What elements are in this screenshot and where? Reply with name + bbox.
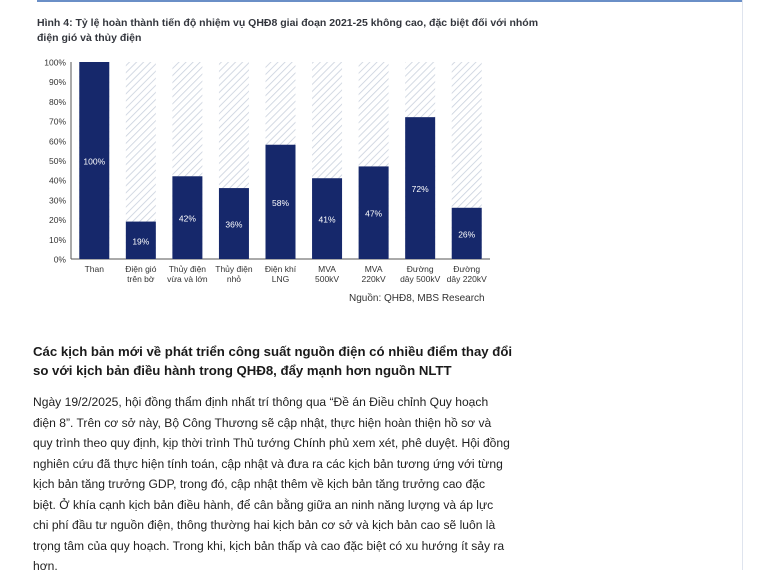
bar [172,176,203,259]
data-label: 47% [365,209,382,219]
y-tick-label: 0% [54,255,67,265]
x-tick-label: Đường [453,264,480,274]
y-tick-label: 90% [49,77,66,87]
x-tick-label: nhỏ [227,274,241,284]
y-tick-label: 10% [49,235,66,245]
data-label: 41% [319,215,336,225]
x-tick-label: dây 500kV [400,274,440,284]
x-tick-label: Thủy điện [169,264,207,274]
body-paragraph: Ngày 19/2/2025, hội đồng thẩm định nhất … [33,395,510,573]
figure-caption: Hình 4: Tỷ lệ hoàn thành tiến độ nhiệm v… [37,17,539,44]
x-tick-label: vừa và lớn [167,274,208,284]
x-tick-label: Thủy điện [215,264,253,274]
data-label: 100% [83,157,105,167]
page-edge-line [742,0,743,570]
bar [265,144,296,259]
bar [218,188,249,259]
data-label: 72% [412,184,429,194]
y-tick-label: 30% [49,195,66,205]
section-heading: Các kịch bản mới về phát triển công suất… [33,344,513,378]
y-tick-label: 100% [44,58,66,68]
x-tick-label: 220kV [362,274,386,284]
x-tick-label: LNG [272,274,289,284]
x-tick-label: trên bờ [127,274,155,284]
bar [125,221,156,259]
data-label: 42% [179,214,196,224]
x-tick-label: MVA [365,264,383,274]
x-tick-label: Điện gió [125,264,156,274]
y-tick-label: 80% [49,97,66,107]
x-tick-label: MVA [318,264,336,274]
x-tick-label: 500kV [315,274,339,284]
y-tick-label: 70% [49,117,66,127]
data-label: 26% [458,229,475,239]
x-tick-label: Đường [407,264,434,274]
y-tick-label: 50% [49,156,66,166]
bar [312,178,343,259]
data-label: 36% [225,220,242,230]
figure-source: Nguồn: QHĐ8, MBS Research [349,293,485,304]
bar [405,117,436,259]
y-tick-label: 20% [49,215,66,225]
x-tick-label: dây 220kV [447,274,487,284]
bar-chart: 0% 10% 20% 30% 40% 50% 60% 70% 80% 90% 100% 100% 19… [44,58,490,284]
data-label: 19% [132,236,149,246]
bar [451,207,482,259]
top-rule [37,0,742,2]
bar [79,62,110,259]
y-tick-label: 60% [49,136,66,146]
y-tick-label: 40% [49,176,66,186]
data-label: 58% [272,198,289,208]
x-tick-label: Than [85,264,105,274]
x-tick-label: Điện khí [265,264,297,274]
bar [358,166,389,259]
